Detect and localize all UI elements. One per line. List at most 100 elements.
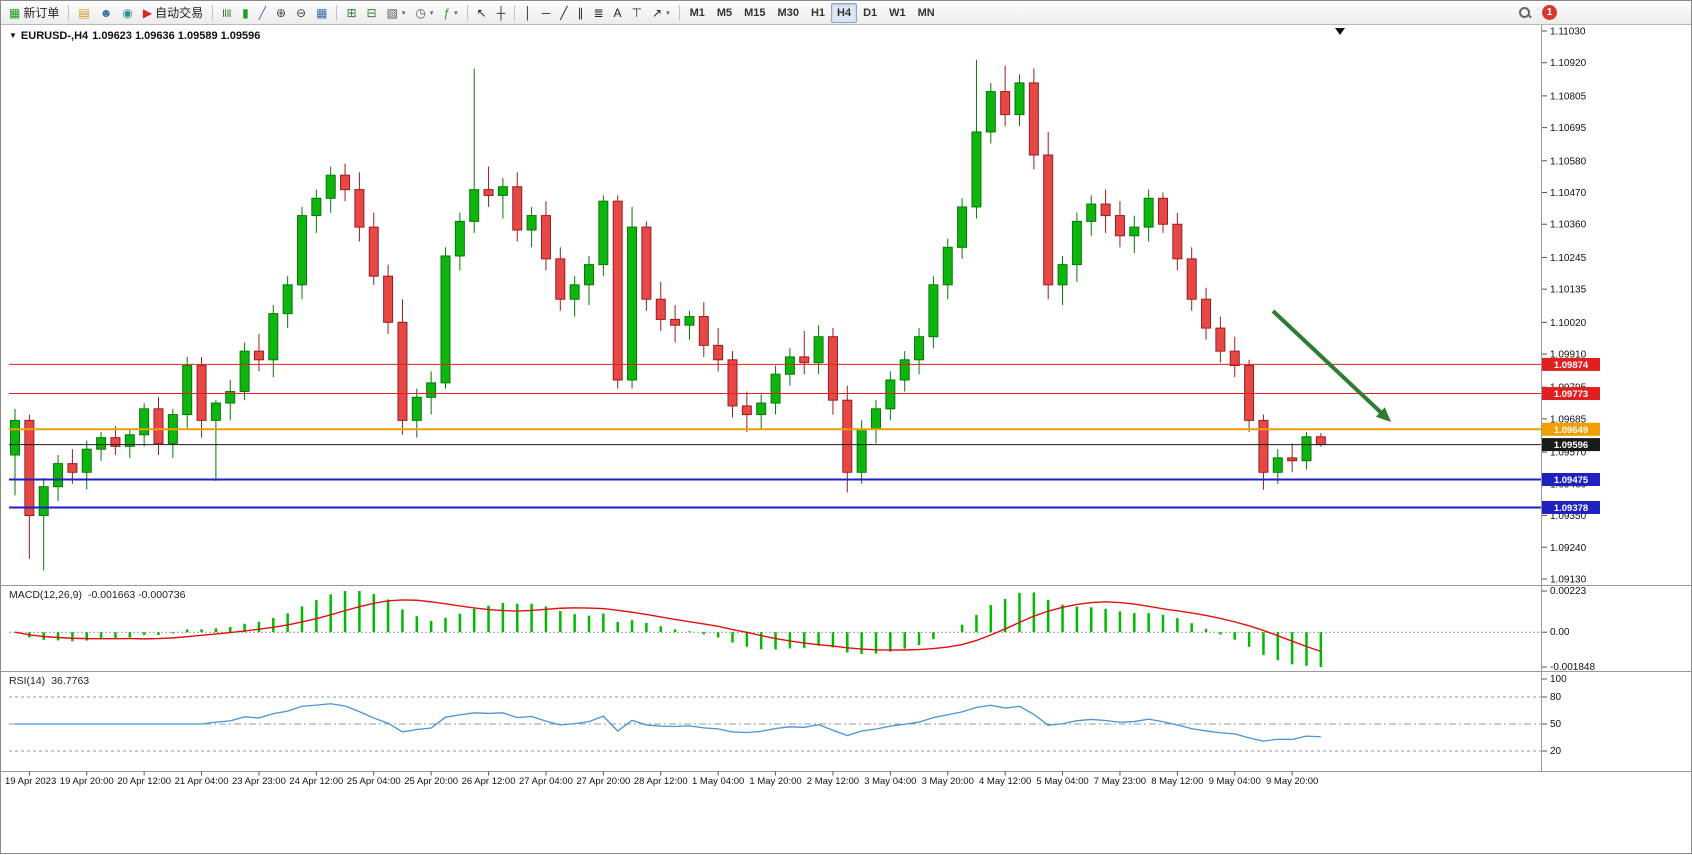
- candle-body: [426, 382, 437, 398]
- candle-body: [1057, 264, 1068, 286]
- candle-body: [555, 258, 566, 300]
- price-tag-label: 1.09596: [1554, 440, 1588, 451]
- price-tick-label: 1.09685: [1550, 414, 1587, 425]
- timeframe-h4-button[interactable]: H4: [831, 2, 858, 23]
- time-label: 28 Apr 12:00: [634, 776, 688, 787]
- timeframe-m30-button[interactable]: M30: [772, 3, 805, 23]
- chart-shift-button[interactable]: ⊟: [362, 3, 382, 23]
- rsi-axis-label: 20: [1550, 746, 1562, 757]
- candle-body: [67, 463, 78, 473]
- candle-body: [1158, 197, 1168, 225]
- candle-body: [1229, 350, 1240, 367]
- new-chart-button[interactable]: ▧ ▾: [382, 3, 411, 23]
- time-label: 9 May 20:00: [1266, 776, 1318, 787]
- trendline-tool-button[interactable]: ╱: [555, 3, 572, 23]
- candle-body: [239, 350, 250, 393]
- toolbar-separator: [678, 4, 680, 21]
- text-tool-button[interactable]: A: [609, 3, 627, 23]
- timeframe-m5-button[interactable]: M5: [711, 3, 738, 23]
- dropdown-caret-icon: ▾: [666, 9, 670, 17]
- market-watch-button[interactable]: ▤: [73, 3, 94, 23]
- new-order-label: 新订单: [23, 6, 60, 20]
- ohlc-values: 1.09623 1.09636 1.09589 1.09596: [92, 30, 261, 42]
- candle-body: [483, 189, 494, 196]
- candle-body: [1301, 436, 1312, 462]
- timeframe-h1-button[interactable]: H1: [805, 3, 831, 23]
- fibonacci-tool-icon: ≣: [593, 5, 604, 20]
- time-axis[interactable]: 19 Apr 2023 19 Apr 20:00 20 Apr 12:00 21 Ap…: [5, 771, 1318, 788]
- candle-body: [454, 220, 465, 257]
- toolbar-separator: [212, 4, 214, 21]
- candle-body: [1014, 82, 1025, 116]
- candle-body: [81, 448, 92, 473]
- time-label: 24 Apr 12:00: [289, 776, 343, 787]
- candle-body: [827, 336, 838, 401]
- candle-body: [1258, 419, 1269, 473]
- indicators-list-button[interactable]: ƒ ▾: [438, 3, 462, 23]
- candlestick-mode-button[interactable]: ▮: [237, 3, 254, 23]
- notification-badge[interactable]: 1: [1542, 5, 1557, 20]
- candle-body: [469, 189, 480, 222]
- auto-scroll-button[interactable]: ⊞: [341, 3, 361, 23]
- candle-body: [885, 379, 896, 410]
- symbol-ohlc-label: ▼ EURUSD-,H4 1.09623 1.09636 1.09589 1.095…: [9, 30, 264, 42]
- time-label: 4 May 12:00: [979, 776, 1031, 787]
- time-label: 27 Apr 20:00: [576, 776, 630, 787]
- cursor-tool-button[interactable]: ↖: [472, 3, 492, 23]
- crosshair-tool-button[interactable]: ┼: [492, 3, 511, 23]
- price-tag-label: 1.09649: [1554, 425, 1588, 436]
- chart-menu-triangle-icon[interactable]: ▼: [9, 31, 17, 40]
- price-tick-label: 1.11030: [1550, 27, 1586, 38]
- candle-body: [526, 215, 537, 231]
- time-label: 2 May 12:00: [807, 776, 859, 787]
- vertical-line-tool-button[interactable]: │: [519, 3, 537, 23]
- candle-body: [268, 313, 279, 361]
- price-tag: [1542, 387, 1600, 401]
- candle-body: [383, 275, 394, 323]
- trend-arrow[interactable]: [1271, 309, 1391, 422]
- channel-tool-button[interactable]: ∥: [572, 3, 588, 23]
- zoom-in-button[interactable]: ⊕: [271, 3, 291, 23]
- price-tag-label: 1.09378: [1554, 503, 1588, 514]
- tile-windows-icon: ▦: [316, 5, 328, 20]
- search-button[interactable]: [1513, 3, 1536, 23]
- new-chart-icon: ▧: [386, 5, 398, 20]
- tile-windows-button[interactable]: ▦: [311, 3, 332, 23]
- profiles-button[interactable]: ◷ ▾: [410, 3, 438, 23]
- auto-trading-button[interactable]: ▶ 自动交易: [138, 3, 208, 23]
- candle-body: [1143, 197, 1154, 228]
- horizontal-line-tool-button[interactable]: ─: [537, 3, 556, 23]
- candle-body: [1043, 154, 1054, 286]
- candle-body: [684, 316, 695, 326]
- symbol-label: EURUSD-,H4: [20, 30, 89, 42]
- timeframe-m15-button[interactable]: M15: [738, 3, 771, 23]
- toolbar-separator: [68, 4, 70, 21]
- timeframe-mn-button[interactable]: MN: [912, 3, 941, 23]
- arrows-tool-button[interactable]: ↗ ▾: [647, 3, 675, 23]
- channel-tool-icon: ∥: [577, 5, 584, 20]
- search-icon: [1518, 6, 1531, 19]
- toolbar-separator: [514, 4, 516, 21]
- data-window-icon: ☻: [99, 5, 113, 20]
- time-label: 26 Apr 12:00: [462, 776, 516, 787]
- timeframe-m1-button[interactable]: M1: [684, 3, 711, 23]
- data-window-button[interactable]: ☻: [95, 3, 118, 23]
- line-chart-mode-button[interactable]: ╱: [254, 3, 271, 23]
- bar-chart-mode-button[interactable]: ≣: [217, 3, 237, 23]
- candle-body: [856, 428, 867, 473]
- text-label-tool-button[interactable]: ⊤: [627, 3, 647, 23]
- new-order-button[interactable]: ▦ 新订单: [4, 3, 64, 23]
- scroll-end-marker-icon[interactable]: [1335, 28, 1345, 35]
- candle-body: [641, 226, 652, 300]
- fibonacci-tool-button[interactable]: ≣: [588, 3, 608, 23]
- timeframe-w1-button[interactable]: W1: [883, 3, 912, 23]
- rsi-panel: 100 80 50 20: [9, 674, 1567, 757]
- terminal-button[interactable]: ◉: [117, 3, 137, 23]
- candle-body: [1272, 457, 1283, 473]
- zoom-out-button[interactable]: ⊖: [291, 3, 311, 23]
- candle-body: [225, 391, 236, 404]
- timeframe-d1-button[interactable]: D1: [857, 3, 883, 23]
- cursor-tool-icon: ↖: [476, 5, 487, 20]
- candle-body: [1201, 298, 1212, 329]
